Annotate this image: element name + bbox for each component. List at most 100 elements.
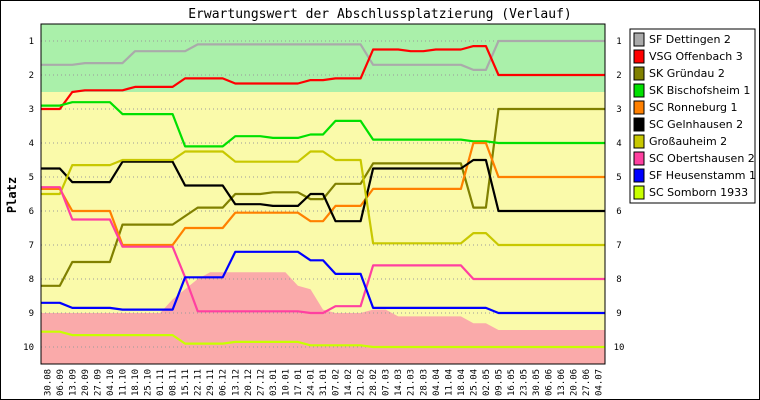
legend-swatch [633, 49, 645, 64]
x-tick-label: 18.10 [131, 369, 141, 396]
x-tick-label: 13.06 [557, 369, 567, 396]
y-tick-label: 7 [29, 241, 34, 251]
x-tick-label: 04.07 [595, 369, 605, 396]
y-ticks-left: 1 2 3 4 5 6 7 8 9 10 [23, 37, 34, 353]
legend: SF Dettingen 2 VSG Offenbach 3 SK Gründau … [629, 28, 756, 204]
x-tick-label: 27.12 [256, 369, 266, 396]
y-tick-label: 3 [29, 105, 34, 115]
y-tick-label-right: 9 [616, 309, 621, 319]
y-tick-label-right: 3 [616, 105, 621, 115]
x-tick-label: 06.06 [545, 369, 555, 396]
x-tick-label: 14.02 [344, 369, 354, 396]
x-tick-label: 31.01 [319, 369, 329, 396]
legend-swatch [633, 168, 645, 183]
x-tick-label: 27.06 [582, 369, 592, 396]
legend-entry: SC Gelnhausen 2 [649, 118, 743, 131]
x-tick-label: 25.04 [469, 369, 479, 396]
y-tick-label: 1 [29, 37, 34, 47]
y-tick-label: 8 [29, 275, 34, 285]
x-tick-label: 15.11 [181, 369, 191, 396]
x-tick-label: 20.06 [570, 369, 580, 396]
legend-entry: SF Dettingen 2 [649, 33, 731, 46]
y-axis-label: Platz [5, 177, 19, 213]
x-tick-label: 28.02 [369, 369, 379, 396]
x-tick-label: 29.11 [206, 369, 216, 396]
x-tick-label: 13.09 [68, 369, 78, 396]
legend-swatch [633, 151, 645, 166]
series-lines [41, 39, 605, 349]
x-tick-label: 06.09 [56, 369, 66, 396]
x-tick-label: 11.10 [119, 369, 129, 396]
x-tick-label: 16.05 [507, 369, 517, 396]
x-tick-label: 28.03 [419, 369, 429, 396]
series-line-0 [41, 39, 605, 72]
x-tick-label: 18.04 [457, 369, 467, 396]
y-tick-label-right: 6 [616, 207, 621, 217]
x-tick-label: 21.03 [407, 369, 417, 396]
chart-title: Erwartungswert der Abschlussplatzierung … [188, 7, 572, 22]
y-ticks-right: 1 2 3 4 5 6 7 8 9 10 [614, 37, 625, 353]
x-tick-label: 11.04 [444, 369, 454, 396]
y-tick-label-right: 8 [616, 275, 621, 285]
x-tick-label: 01.11 [156, 369, 166, 396]
legend-swatch [633, 134, 645, 149]
y-tick-label: 4 [29, 139, 34, 149]
x-tick-label: 27.09 [93, 369, 103, 396]
series-line-4 [41, 141, 605, 247]
legend-box [629, 28, 756, 204]
legend-entry: SK Gründau 2 [649, 67, 725, 80]
x-tick-label: 21.02 [357, 369, 367, 396]
legend-entry: SC Ronneburg 1 [649, 101, 738, 114]
y-tick-label: 9 [29, 309, 34, 319]
x-tick-label: 24.01 [307, 369, 317, 396]
legend-swatch [633, 32, 645, 47]
x-tick-label: 04.10 [106, 369, 116, 396]
x-tick-label: 04.04 [432, 369, 442, 396]
y-tick-label: 5 [29, 173, 34, 183]
x-tick-label: 07.02 [332, 369, 342, 396]
series-line-8 [41, 250, 605, 315]
y-tick-label-right: 2 [616, 71, 621, 81]
series-line-7 [41, 186, 605, 315]
legend-entry: Großauheim 2 [649, 135, 727, 148]
legend-entry: SC Somborn 1933 [649, 186, 748, 199]
legend-swatch [633, 100, 645, 115]
legend-swatch [633, 117, 645, 132]
x-tick-label: 14.03 [394, 369, 404, 396]
series-line-2 [41, 107, 605, 287]
x-tick-label: 09.05 [495, 369, 505, 396]
series-line-3 [41, 101, 605, 148]
legend-swatch [633, 83, 645, 98]
x-ticks: 30.08 06.09 13.09 20.09 27.09 04.10 11.10 18.10… [43, 369, 604, 396]
x-tick-label: 06.12 [219, 369, 229, 396]
x-tick-label: 07.03 [382, 369, 392, 396]
x-tick-label: 22.11 [194, 369, 204, 396]
series-line-1 [41, 44, 605, 111]
y-tick-label-right: 10 [614, 343, 625, 353]
x-tick-label: 02.05 [482, 369, 492, 396]
y-tick-label-right: 5 [616, 173, 621, 183]
zone-0 [41, 24, 605, 92]
x-tick-label: 20.12 [244, 369, 254, 396]
legend-entry: VSG Offenbach 3 [649, 50, 743, 63]
x-tick-label: 08.11 [169, 369, 179, 396]
x-tick-label: 30.08 [43, 369, 53, 396]
y-tick-label: 6 [29, 207, 34, 217]
y-tick-label: 10 [23, 343, 34, 353]
y-tick-label: 2 [29, 71, 34, 81]
plot-border [40, 23, 606, 365]
legend-swatch [633, 66, 645, 81]
x-tick-label: 17.01 [294, 369, 304, 396]
legend-entry: SC Obertshausen 2 [649, 152, 755, 165]
y-tick-label-right: 1 [616, 37, 621, 47]
x-tick-label: 23.05 [520, 369, 530, 396]
x-tick-label: 03.01 [269, 369, 279, 396]
legend-entry: SF Heusenstamm 1 [649, 169, 756, 182]
x-tick-label: 13.12 [231, 369, 241, 396]
x-tick-label: 20.09 [81, 369, 91, 396]
legend-swatch [633, 185, 645, 200]
y-tick-label-right: 7 [616, 241, 621, 251]
series-line-9 [41, 330, 605, 349]
series-line-6 [41, 150, 605, 247]
